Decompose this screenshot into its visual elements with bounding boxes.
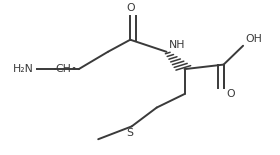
Text: OH: OH <box>246 34 263 44</box>
Text: S: S <box>127 128 134 138</box>
Text: O: O <box>126 3 135 13</box>
Text: H₂N: H₂N <box>13 64 34 74</box>
Text: CH•: CH• <box>56 64 78 74</box>
Text: NH: NH <box>169 40 185 49</box>
Text: O: O <box>226 89 235 100</box>
